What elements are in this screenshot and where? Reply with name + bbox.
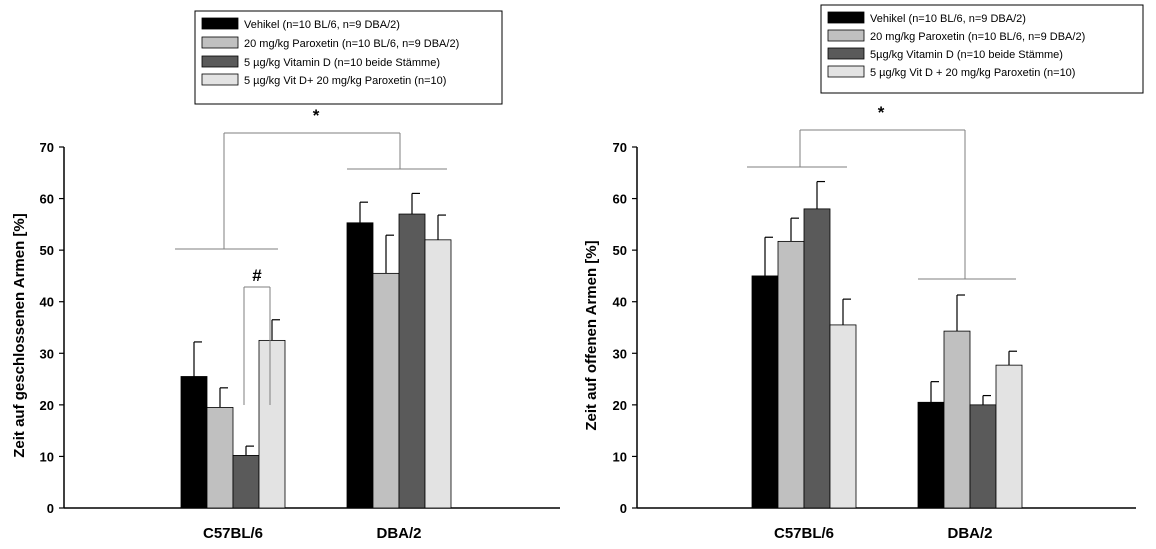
legend-entry-label: 5 µg/kg Vit D+ 20 mg/kg Paroxetin (n=10) bbox=[244, 75, 446, 87]
bar bbox=[777, 240, 805, 509]
legend-entry-label: 20 mg/kg Paroxetin (n=10 BL/6, n=9 DBA/2… bbox=[244, 38, 459, 50]
legend-entry-label: 5 µg/kg Vitamin D (n=10 beide Stämme) bbox=[244, 57, 440, 69]
legend: Vehikel (n=10 BL/6, n=9 DBA/2) 20 mg/kg P… bbox=[194, 10, 503, 105]
y-tick-label: 40 bbox=[40, 295, 54, 310]
x-category-label: DBA/2 bbox=[947, 525, 992, 542]
bar bbox=[258, 339, 286, 509]
bar bbox=[398, 213, 426, 509]
legend-entry-label: 20 mg/kg Paroxetin (n=10 BL/6, n=9 DBA/2… bbox=[870, 31, 1085, 43]
x-category-label: C57BL/6 bbox=[203, 525, 263, 542]
legend: Vehikel (n=10 BL/6, n=9 DBA/2) 20 mg/kg P… bbox=[820, 4, 1144, 94]
y-tick-label: 0 bbox=[620, 501, 627, 516]
significance-annotation: # bbox=[252, 266, 262, 285]
y-tick-label: 20 bbox=[40, 398, 54, 413]
y-tick-label: 30 bbox=[40, 346, 54, 361]
y-tick-label: 30 bbox=[613, 346, 627, 361]
legend-swatch bbox=[201, 17, 239, 30]
bar bbox=[995, 364, 1023, 509]
legend-swatch bbox=[827, 47, 865, 60]
bar bbox=[969, 404, 997, 509]
legend-swatch bbox=[827, 65, 865, 78]
legend-entry-label: 5 µg/kg Vit D + 20 mg/kg Paroxetin (n=10… bbox=[870, 67, 1075, 79]
y-axis-label: Zeit auf offenen Armen [%] bbox=[583, 240, 600, 430]
bar bbox=[917, 401, 945, 509]
legend-swatch bbox=[201, 36, 239, 49]
y-tick-label: 0 bbox=[47, 501, 54, 516]
y-tick-label: 60 bbox=[613, 192, 627, 207]
chart-panel-1: 0 10 20 30 40 50 60 70 Zeit auf geschlossenen Ar… bbox=[11, 10, 560, 542]
y-tick-label: 70 bbox=[613, 140, 627, 155]
legend-entry-label: Vehikel (n=10 BL/6, n=9 DBA/2) bbox=[244, 19, 400, 31]
y-tick-label: 20 bbox=[613, 398, 627, 413]
legend-swatch bbox=[827, 29, 865, 42]
bar bbox=[180, 376, 208, 509]
legend-entry-label: Vehikel (n=10 BL/6, n=9 DBA/2) bbox=[870, 13, 1026, 25]
bar bbox=[943, 330, 971, 509]
x-category-label: DBA/2 bbox=[376, 525, 421, 542]
bar bbox=[372, 272, 400, 509]
bar bbox=[206, 407, 234, 509]
y-tick-label: 10 bbox=[40, 449, 54, 464]
y-tick-label: 60 bbox=[40, 192, 54, 207]
bar bbox=[803, 208, 831, 509]
legend-swatch bbox=[201, 55, 239, 68]
x-category-label: C57BL/6 bbox=[774, 525, 834, 542]
bar bbox=[232, 454, 260, 509]
y-tick-label: 50 bbox=[40, 243, 54, 258]
y-tick-label: 10 bbox=[613, 449, 627, 464]
significance-annotation: * bbox=[313, 106, 320, 125]
y-axis-label: Zeit auf geschlossenen Armen [%] bbox=[11, 213, 28, 458]
legend-box bbox=[820, 4, 1144, 94]
bar bbox=[751, 275, 779, 509]
y-tick-label: 50 bbox=[613, 243, 627, 258]
y-tick-label: 70 bbox=[40, 140, 54, 155]
significance-annotation: * bbox=[878, 103, 885, 122]
legend-swatch bbox=[201, 73, 239, 86]
chart-panel-2: 0 10 20 30 40 50 60 70 Zeit auf offenen Armen [%… bbox=[583, 4, 1144, 542]
bar bbox=[829, 324, 857, 509]
legend-entry-label: 5µg/kg Vitamin D (n=10 beide Stämme) bbox=[870, 49, 1063, 61]
bar bbox=[346, 222, 374, 509]
legend-swatch bbox=[827, 11, 865, 24]
y-tick-label: 40 bbox=[613, 295, 627, 310]
bar bbox=[424, 239, 452, 509]
legend-box bbox=[194, 10, 503, 105]
